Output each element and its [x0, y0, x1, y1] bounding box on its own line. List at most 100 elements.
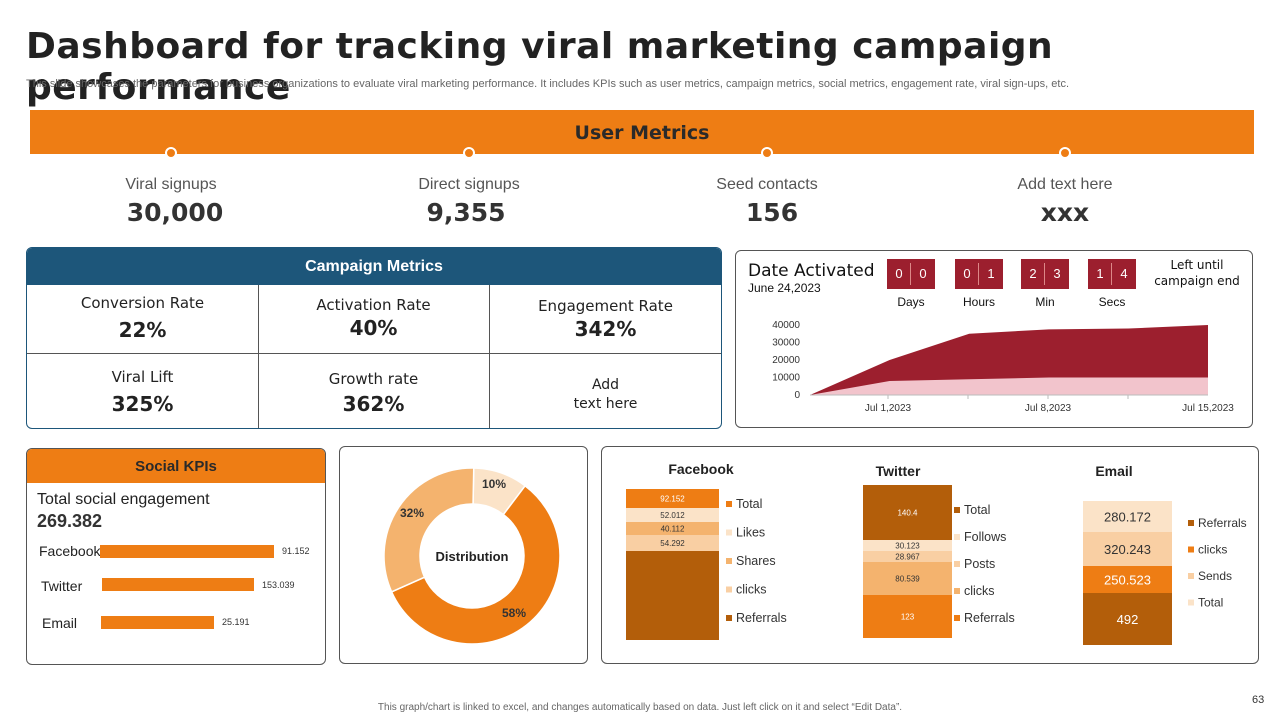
legend-label: Total [1198, 596, 1223, 610]
donut-slice [390, 484, 561, 645]
stack-segment-label: 320.243 [1104, 542, 1151, 557]
growth-rate-cell: Growth rate 362% [258, 370, 489, 428]
stack-segment [626, 551, 719, 640]
add-text-cell-label: Add text here [573, 377, 638, 412]
stack-segment-label: 280.172 [1104, 510, 1151, 525]
stack-segment [863, 540, 952, 551]
stack-chart-title: Email [1095, 463, 1132, 479]
countdown-digit: 3 [1053, 266, 1061, 281]
growth-rate-value: 362% [342, 392, 405, 416]
area-chart: 0 10000 20000 30000 40000 Jul 1,2023 Jul 8,202… [772, 320, 1234, 414]
divider [258, 285, 259, 428]
conversion-rate-label: Conversion Rate [80, 294, 205, 312]
activation-rate-label: Activation Rate [316, 296, 431, 314]
timeline-dot [1059, 147, 1071, 159]
engagement-rate-cell: Engagement Rate 342% [490, 297, 721, 367]
legend-label: Sends [1198, 569, 1232, 583]
twitter-bar-label: Twitter [41, 578, 83, 594]
date-activated-panel: Date Activated June 24,2023 0 0 Days 0 1… [735, 250, 1253, 428]
x-tick-label: Jul 1,2023 [865, 403, 912, 414]
footer-note: This graph/chart is linked to excel, and… [377, 702, 903, 713]
legend-swatch [726, 615, 732, 621]
growth-rate-label: Growth rate [328, 370, 419, 388]
facebook-bar-value: 91.152 [282, 546, 310, 556]
total-engagement-label: Total social engagement [37, 491, 210, 508]
y-tick-label: 20000 [772, 355, 800, 366]
stack-segment-label: 123 [901, 613, 915, 622]
countdown-digit: 0 [895, 266, 903, 281]
facebook-bar-label: Facebook [39, 543, 101, 559]
add-text-value: xxx [1040, 198, 1090, 227]
stack-segment-label: 92.152 [660, 495, 685, 504]
seed-contacts-value: 156 [745, 198, 799, 227]
legend-swatch [954, 615, 960, 621]
conversion-rate-cell: Conversion Rate 22% [27, 294, 258, 364]
countdown-min-label: Min [1035, 295, 1055, 309]
distribution-panel: 10% 58% 32% Distribution [339, 446, 588, 664]
legend-label: Shares [736, 554, 776, 568]
stack-chart-title: Facebook [668, 461, 734, 477]
y-tick-label: 0 [794, 390, 800, 401]
page-title: Dashboard for tracking viral marketing c… [26, 26, 1054, 108]
stack-segment [1083, 501, 1172, 532]
countdown-secs-label: Secs [1098, 295, 1126, 309]
x-tick-label: Jul 8,2023 [1025, 403, 1072, 414]
stack-segment [626, 535, 719, 551]
stacked-bar-charts: Facebook 54.292 40.112 52.012 92.152 Total Lik… [626, 461, 1247, 645]
twitter-bar [102, 578, 254, 591]
user-metrics-title: User Metrics [574, 122, 710, 144]
legend-label: Referrals [964, 611, 1015, 625]
stack-segment [1083, 566, 1172, 593]
countdown-days-label: Days [897, 295, 925, 309]
legend-swatch [726, 586, 732, 593]
timeline-dot [165, 147, 177, 159]
social-kpis-title: Social KPIs [27, 449, 325, 483]
legend-swatch [954, 561, 960, 567]
stack-segment [1083, 593, 1172, 645]
legend-swatch [954, 507, 960, 513]
legend-swatch [954, 534, 960, 540]
stack-segment-label: 52.012 [660, 511, 685, 520]
stack-segment [1083, 532, 1172, 566]
stack-segment-label: 28.967 [895, 553, 920, 562]
stack-segment [626, 489, 719, 508]
add-text-cell: Add text here [490, 376, 721, 428]
legend-label: Total [964, 503, 990, 517]
legend-label: clicks [964, 584, 995, 598]
x-tick-label: Jul 15,2023 [1182, 403, 1234, 414]
total-engagement-value: 269.382 [37, 511, 103, 531]
page-subtitle: This slide showcases the parameters for … [26, 78, 1070, 90]
countdown-secs: 1 4 [1088, 259, 1136, 289]
viral-signups-label: Viral signups [125, 176, 217, 193]
donut-slice-label: 32% [400, 506, 424, 520]
donut-center-label: Distribution [436, 549, 509, 564]
countdown-digit: 0 [919, 266, 927, 281]
twitter-bar-value: 153.039 [262, 580, 295, 590]
stack-segment-label: 80.539 [895, 575, 920, 584]
left-until-label: Left until campaign end [1154, 258, 1240, 288]
donut-chart: 10% 58% 32% Distribution [383, 467, 561, 645]
legend-label: Follows [964, 530, 1006, 544]
countdown-hours: 0 1 [955, 259, 1003, 289]
campaign-metrics-title: Campaign Metrics [27, 248, 721, 285]
legend-label: Likes [736, 526, 765, 540]
legend-swatch [726, 529, 732, 536]
stack-segment [863, 485, 952, 540]
page-number: 63 [1252, 694, 1265, 706]
stack-segment [626, 522, 719, 535]
stack-segment-label: 54.292 [660, 539, 685, 548]
y-tick-label: 10000 [772, 373, 800, 384]
stack-segment [863, 562, 952, 595]
add-text-label: Add text here [1017, 176, 1113, 193]
countdown-digit: 2 [1029, 266, 1037, 281]
stack-segment-label: 30.123 [895, 542, 920, 551]
email-bar-value: 25.191 [222, 617, 250, 627]
date-activated-title: Date Activated [748, 261, 875, 281]
countdown-hours-label: Hours [962, 295, 995, 309]
facebook-bar [100, 545, 274, 558]
stack-segment-label: 492 [1117, 612, 1139, 627]
stack-chart-title: Twitter [876, 463, 921, 479]
engagement-rate-label: Engagement Rate [538, 297, 673, 315]
seed-contacts-label: Seed contacts [716, 176, 818, 193]
legend-label: Total [736, 497, 762, 511]
